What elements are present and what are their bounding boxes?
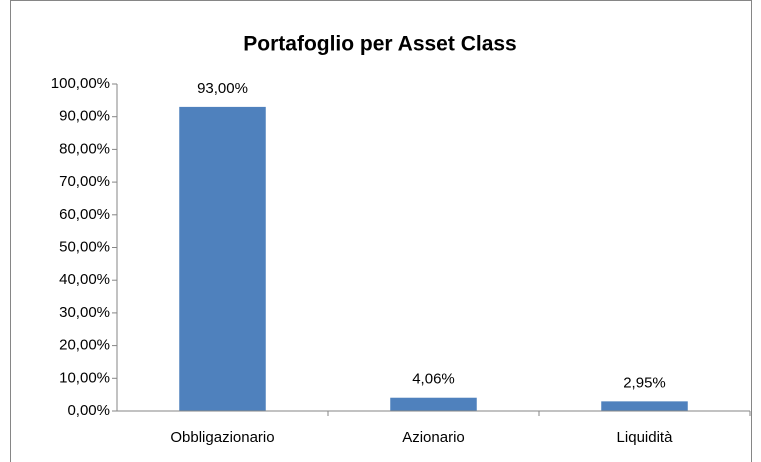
- y-tick-label: 80,00%: [59, 140, 110, 157]
- chart-frame: [10, 0, 752, 462]
- bar: [601, 401, 688, 411]
- x-tick-label: Liquidità: [617, 429, 674, 446]
- y-tick-label: 70,00%: [59, 173, 110, 190]
- value-label: 2,95%: [623, 374, 666, 391]
- bar: [390, 397, 477, 411]
- value-label: 93,00%: [197, 80, 248, 97]
- y-tick-label: 60,00%: [59, 206, 110, 223]
- y-tick-label: 10,00%: [59, 369, 110, 386]
- x-tick-label: Azionario: [402, 429, 465, 446]
- y-tick-label: 50,00%: [59, 238, 110, 255]
- bar: [179, 106, 266, 411]
- x-tick-label: Obbligazionario: [170, 429, 274, 446]
- value-label: 4,06%: [412, 371, 455, 388]
- y-tick-label: 30,00%: [59, 304, 110, 321]
- y-tick-label: 0,00%: [67, 402, 110, 419]
- chart-title: Portafoglio per Asset Class: [243, 33, 516, 56]
- y-tick-label: 20,00%: [59, 337, 110, 354]
- y-tick-label: 40,00%: [59, 271, 110, 288]
- y-tick-label: 100,00%: [51, 75, 110, 92]
- y-tick-label: 90,00%: [59, 108, 110, 125]
